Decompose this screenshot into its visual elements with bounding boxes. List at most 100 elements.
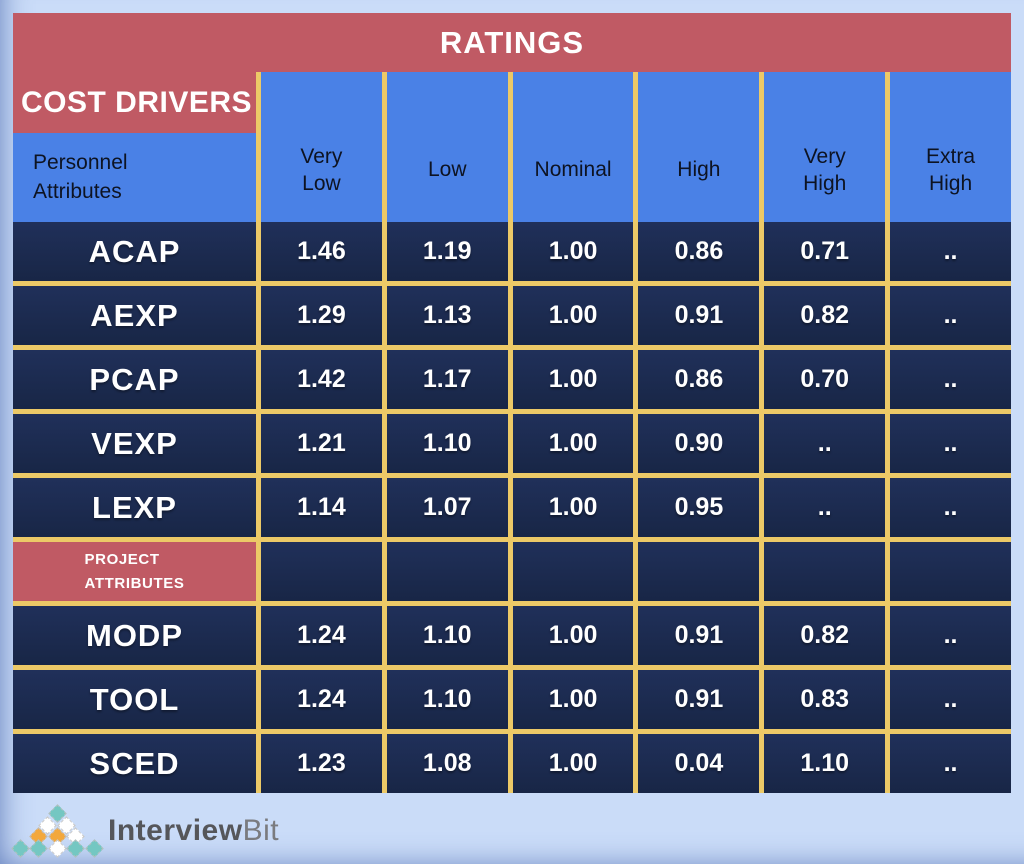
value-cell: 1.13: [381, 286, 508, 345]
value-text: 1.24: [297, 685, 346, 713]
value-cell: 0.95: [633, 478, 760, 537]
value-text: 1.13: [422, 301, 472, 329]
ratings-title-text: RATINGS: [439, 24, 585, 60]
row-label-lexp: LEXP: [13, 478, 256, 537]
value-cell: [633, 542, 760, 601]
value-text: 1.19: [422, 237, 472, 265]
table-row: SCED 1.23 1.08 1.00 0.04 1.10..: [13, 729, 1011, 793]
value-cell: 1.00: [507, 734, 634, 793]
value-text: 0.86: [674, 237, 724, 265]
value-cell: ..: [885, 414, 1011, 473]
value-text: ..: [943, 429, 958, 457]
value-cell: 1.17: [381, 350, 508, 409]
value-cell: 1.23: [256, 734, 382, 793]
table-row: VEXP 1.21 1.10 1.00 0.90....: [13, 409, 1011, 473]
value-cell: 0.04: [633, 734, 760, 793]
value-text: ..: [943, 493, 958, 521]
value-cell: 0.82: [759, 606, 886, 665]
section-label-project-attributes: PROJECT ATTRIBUTES: [13, 542, 256, 601]
column-header-label: Very Low: [300, 144, 343, 195]
value-text: 0.82: [800, 621, 850, 649]
column-header-nominal: Nominal: [507, 72, 634, 222]
column-header-label: Low: [427, 158, 467, 182]
value-text: ..: [943, 621, 958, 649]
logo-diamond-teal: [66, 838, 85, 858]
value-text: 1.10: [422, 621, 472, 649]
value-cell: 1.14: [256, 478, 382, 537]
value-cell: 1.10: [381, 606, 508, 665]
value-text: 1.23: [297, 749, 346, 777]
value-text: 1.08: [422, 749, 472, 777]
value-cell: ..: [759, 414, 886, 473]
value-cell: 1.00: [507, 414, 634, 473]
value-text: 1.10: [800, 749, 850, 777]
value-cell: 1.00: [507, 478, 634, 537]
table-body: ACAP 1.46 1.19 1.00 0.86 0.71.. AEXP 1.29 1.1…: [13, 222, 1011, 793]
value-text: 1.46: [297, 237, 346, 265]
value-cell: 0.91: [633, 670, 760, 729]
row-label-modp: MODP: [13, 606, 256, 665]
value-text: ..: [817, 429, 832, 457]
value-cell: ..: [885, 670, 1011, 729]
value-text: ..: [943, 237, 958, 265]
value-text: 1.10: [422, 429, 472, 457]
value-cell: 1.07: [381, 478, 508, 537]
value-text: 1.00: [548, 429, 598, 457]
column-header-extra-high: Extra High: [885, 72, 1011, 222]
value-cell: 1.00: [507, 606, 634, 665]
value-cell: 1.10: [381, 670, 508, 729]
value-cell: 1.00: [507, 222, 634, 281]
value-cell: 1.46: [256, 222, 382, 281]
row-label-vexp: VEXP: [13, 414, 256, 473]
value-cell: ..: [885, 734, 1011, 793]
value-cell: 0.86: [633, 222, 760, 281]
value-text: 1.00: [548, 301, 598, 329]
logo-text-bit: Bit: [242, 814, 280, 847]
column-header-very-high: Very High: [759, 72, 886, 222]
label-column-header: COST DRIVERS Personnel Attributes: [13, 72, 256, 222]
table-row: TOOL 1.24 1.10 1.00 0.91 0.83..: [13, 665, 1011, 729]
logo-diamond-white: [47, 838, 67, 858]
value-text: 1.07: [422, 493, 472, 521]
value-cell: [381, 542, 508, 601]
value-text: ..: [817, 493, 832, 521]
value-text: ..: [943, 301, 958, 329]
table-title-ratings: RATINGS: [13, 13, 1011, 72]
value-cell: 1.24: [256, 606, 382, 665]
row-label-sced: SCED: [13, 734, 256, 793]
column-header-label: Extra High: [926, 144, 976, 195]
row-label-acap: ACAP: [13, 222, 256, 281]
personnel-attributes-label: Personnel Attributes: [13, 133, 256, 222]
value-cell: ..: [885, 478, 1011, 537]
value-cell: [759, 542, 886, 601]
column-header-label: High: [677, 158, 721, 182]
value-cell: 0.82: [759, 286, 886, 345]
value-cell: ..: [885, 222, 1011, 281]
row-label-pcap: PCAP: [13, 350, 256, 409]
value-cell: 1.24: [256, 670, 382, 729]
value-cell: 0.90: [633, 414, 760, 473]
value-cell: 1.42: [256, 350, 382, 409]
value-cell: [885, 542, 1011, 601]
value-text: 1.00: [548, 237, 598, 265]
value-text: 0.83: [800, 685, 850, 713]
value-text: 0.90: [674, 429, 724, 457]
table-row: PCAP 1.42 1.17 1.00 0.86 0.70..: [13, 345, 1011, 409]
cocomo-ratings-table: RATINGS COST DRIVERS Personnel Attribute…: [13, 13, 1011, 793]
value-text: 0.95: [674, 493, 724, 521]
value-cell: 1.00: [507, 670, 634, 729]
value-text: 1.00: [548, 365, 598, 393]
row-label-tool: TOOL: [13, 670, 256, 729]
value-cell: [507, 542, 634, 601]
value-text: ..: [943, 685, 958, 713]
value-text: 1.00: [548, 493, 598, 521]
value-text: 1.14: [297, 493, 346, 521]
value-cell: 0.86: [633, 350, 760, 409]
value-text: 0.91: [674, 685, 724, 713]
value-cell: 0.71: [759, 222, 886, 281]
value-cell: 1.00: [507, 350, 634, 409]
value-text: 1.17: [422, 365, 472, 393]
value-text: 1.00: [548, 685, 598, 713]
table-row: LEXP 1.14 1.07 1.00 0.95....: [13, 473, 1011, 537]
